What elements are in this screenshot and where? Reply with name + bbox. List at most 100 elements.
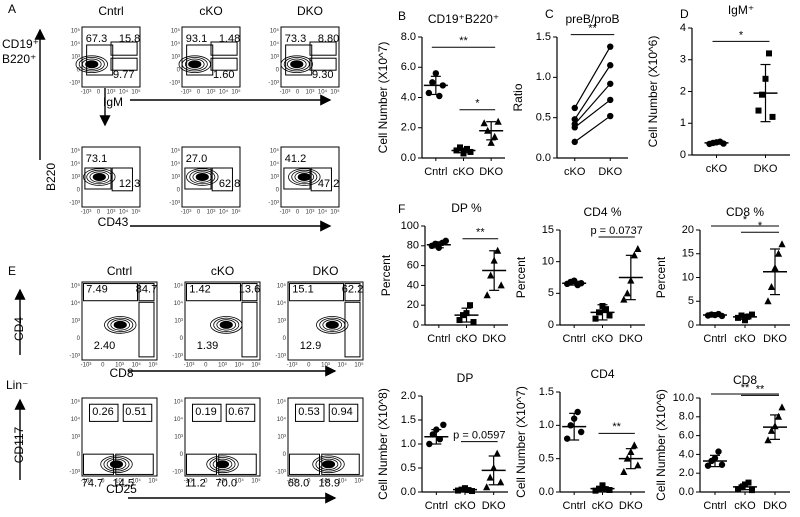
flow-tick-label: 10⁴ [277, 416, 287, 423]
data-point [607, 80, 614, 87]
data-point [571, 104, 578, 112]
flow-tick-label: 0 [204, 479, 208, 485]
contour [325, 320, 339, 329]
flow-plot-frame [81, 281, 158, 361]
gate [241, 283, 258, 302]
x-tick-label: DKO [763, 333, 787, 345]
pair-line [574, 64, 611, 120]
chart-title: DP % [451, 201, 482, 215]
x-tick-label: cKO [734, 500, 756, 512]
gate-percent: 9.30 [312, 69, 333, 81]
significance-label: ** [476, 227, 485, 239]
contour [113, 320, 127, 329]
gate-percent: 15.1 [292, 284, 313, 296]
flow-tick-label: 10³ [115, 479, 124, 485]
flow-tick-label: 10³ [107, 90, 116, 96]
contour [219, 320, 233, 329]
gate-percent: 0.51 [125, 406, 146, 418]
flow-tick-label: 0 [177, 188, 181, 194]
flow-tick-label: -10³ [172, 354, 183, 360]
data-point [494, 117, 502, 125]
gate-percent: 74.7 [82, 478, 103, 490]
data-point [764, 436, 772, 444]
data-point [735, 314, 741, 321]
flow-tick-label: -10³ [69, 470, 80, 476]
data-point [425, 89, 433, 97]
y-tick-label: 6.0 [679, 430, 694, 442]
flow-tick-label: 10³ [71, 55, 80, 61]
y-axis-label: Cell Number (X10^6) [646, 36, 660, 148]
flow-tick-label: 10⁵ [270, 148, 280, 155]
y-tick-label: 2.0 [401, 122, 416, 134]
flow-tick-label: 10³ [218, 363, 227, 369]
flow-tick-label: 10⁴ [235, 478, 245, 485]
data-point [570, 277, 578, 284]
x-axis-label: CD43 [98, 215, 129, 229]
x-tick-label: cKO [592, 500, 614, 512]
data-point [767, 283, 776, 290]
flow-tick-label: 0 [180, 452, 184, 458]
contour [216, 319, 237, 331]
flow-tick-label: 10⁵ [171, 148, 181, 155]
flow-tick-label: 10⁴ [71, 161, 81, 168]
gate-percent: 1.39 [197, 340, 218, 352]
pair-line [574, 115, 611, 143]
x-tick-label: DKO [482, 333, 506, 345]
contour [104, 316, 137, 334]
significance-label: ** [459, 35, 468, 47]
data-point [467, 302, 473, 309]
flow-tick-label: 0 [77, 188, 81, 194]
y-tick-label: 2.0 [679, 467, 694, 479]
y-tick-label: 1.5 [401, 414, 416, 426]
gate [110, 41, 138, 56]
flow-tick-label: 0 [177, 68, 181, 74]
y-tick-label: 8.0 [401, 31, 416, 43]
flow-tick-label: 10³ [174, 319, 183, 325]
flow-tick-label: 10³ [270, 55, 279, 61]
gate [210, 57, 238, 71]
significance-label: * [743, 214, 748, 226]
data-point [767, 426, 776, 434]
contour [107, 317, 134, 333]
flow-tick-label: 10³ [174, 435, 183, 441]
data-point [567, 422, 574, 429]
chart-title: CD19⁺B220⁺ [428, 12, 499, 26]
contour [312, 455, 345, 474]
flow-tick-label: 10⁵ [171, 28, 181, 35]
significance-label: ** [756, 383, 765, 395]
flow-tick-label: 10⁴ [71, 416, 81, 423]
gate [289, 453, 320, 475]
contour [100, 455, 133, 474]
gate-percent: 62.8 [219, 178, 240, 190]
data-point [469, 488, 475, 495]
chart-title: preB/proB [565, 12, 619, 26]
data-point [778, 403, 786, 411]
flow-tick-label: 10⁴ [71, 300, 81, 307]
contour [189, 169, 216, 185]
pair-line [574, 99, 611, 128]
flow-tick-label: -10³ [287, 363, 298, 369]
flow-tick-label: 0 [101, 479, 105, 485]
gate-percent: 2.40 [94, 340, 115, 352]
contour [89, 171, 110, 183]
y-tick-label: 8.0 [679, 411, 694, 423]
flow-tick-label: 10⁵ [71, 148, 81, 155]
y-tick-label: 5 [688, 295, 694, 307]
y-tick-label: 2 [680, 85, 686, 97]
chart-title: CD8 % [726, 205, 764, 219]
flow-tick-label: 0 [197, 90, 201, 96]
panel-letter: D [680, 7, 689, 21]
significance-label: ** [588, 23, 597, 35]
data-point [486, 473, 494, 481]
flow-plot-frame [181, 146, 241, 208]
data-point [497, 281, 505, 289]
flow-tick-label: 0 [197, 210, 201, 216]
data-point [778, 240, 786, 248]
data-point [749, 311, 755, 318]
contour [184, 58, 205, 70]
column-title: cKO [199, 4, 222, 18]
data-point [755, 107, 762, 114]
gate [210, 41, 238, 56]
gate [310, 167, 332, 192]
y-tick-label: 2.0 [401, 390, 416, 402]
